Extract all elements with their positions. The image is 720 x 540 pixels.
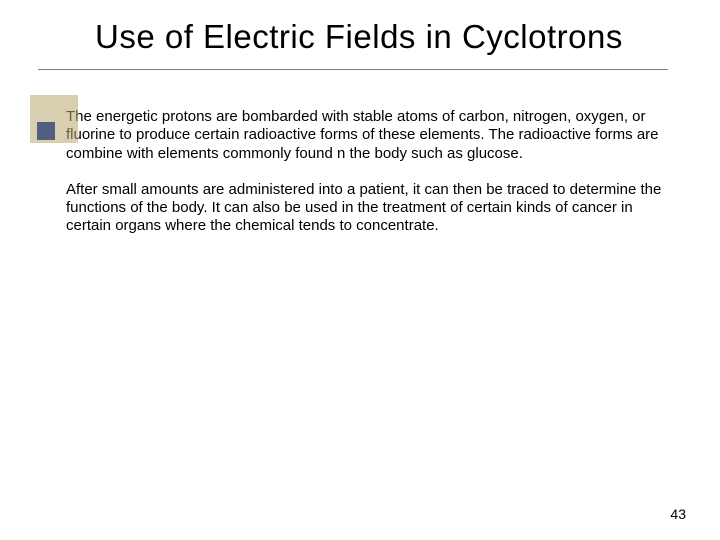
body-content: The energetic protons are bombarded with… [0, 66, 720, 236]
title-region: Use of Electric Fields in Cyclotrons [0, 0, 720, 66]
accent-box-inner [37, 122, 55, 140]
title-underline [38, 69, 668, 70]
slide-title: Use of Electric Fields in Cyclotrons [95, 18, 680, 56]
page-number: 43 [670, 506, 686, 522]
slide-container: Use of Electric Fields in Cyclotrons The… [0, 0, 720, 540]
body-paragraph: After small amounts are administered int… [66, 181, 662, 236]
body-paragraph: The energetic protons are bombarded with… [66, 108, 662, 163]
